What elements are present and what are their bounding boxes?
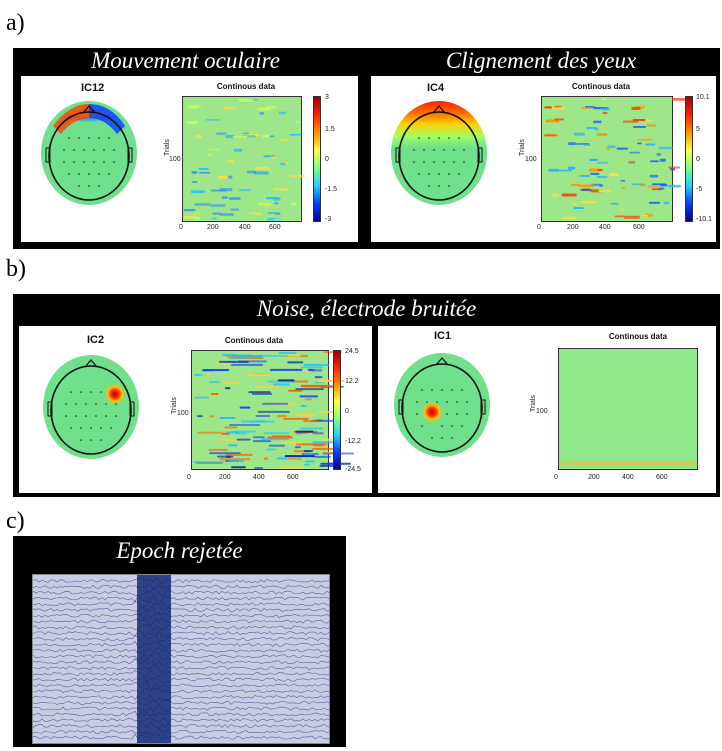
scalp-map — [394, 353, 490, 457]
eye-movement-card: IC12 Continous da — [21, 76, 358, 242]
x-tick-0: 0 — [179, 224, 183, 231]
cbar-tick-high: 12.2 — [345, 378, 359, 385]
section-a-panel: Mouvement oculaire Clignement des yeux I… — [13, 48, 720, 249]
cbar-tick-min: -3 — [325, 216, 332, 223]
x-tick-200: 200 — [207, 224, 219, 231]
rejected-epoch-plot — [32, 574, 330, 744]
electrode-dots — [65, 391, 117, 441]
plot-title: Continous data — [224, 336, 284, 345]
component-label: IC4 — [427, 82, 445, 94]
blink-card: IC4 Continous data Tria — [371, 76, 716, 242]
y-axis-label: Trials — [519, 139, 526, 156]
heatmap — [191, 350, 354, 470]
noise-right-card: IC1 Continous data Trials — [378, 326, 716, 493]
section-a-label: a) — [6, 10, 25, 36]
scalp-map — [41, 101, 137, 205]
heatmap — [541, 96, 687, 222]
plot-title: Continous data — [608, 332, 668, 341]
section-b-label: b) — [6, 256, 26, 282]
cbar-tick-zero: 0 — [696, 156, 700, 163]
scalp-map — [391, 101, 487, 205]
x-tick-0: 0 — [187, 474, 191, 481]
x-tick-400: 400 — [253, 474, 265, 481]
cbar-tick-max: 3 — [325, 94, 329, 101]
section-c-label: c) — [6, 508, 25, 534]
cbar-tick-min: -24.5 — [345, 466, 361, 473]
colorbar — [313, 96, 321, 222]
x-tick-0: 0 — [537, 224, 541, 231]
y-tick: 100 — [177, 410, 189, 417]
cbar-tick-low: -12.2 — [345, 438, 361, 445]
x-tick-200: 200 — [588, 474, 600, 481]
component-label: IC2 — [87, 334, 105, 346]
cbar-tick-max: 10.1 — [696, 94, 710, 101]
cbar-tick-max: 24.5 — [345, 348, 359, 355]
cbar-tick-low: -1.5 — [325, 186, 338, 193]
y-tick: 100 — [536, 408, 548, 415]
x-tick-600: 600 — [656, 474, 668, 481]
noise-title: Noise, électrode bruitée — [256, 296, 477, 321]
eye-movement-title: Mouvement oculaire — [91, 48, 280, 73]
x-tick-400: 400 — [599, 224, 611, 231]
plot-title: Continous data — [571, 82, 631, 91]
cbar-tick-zero: 0 — [325, 156, 329, 163]
cbar-tick-high: 1.5 — [325, 126, 335, 133]
cbar-tick-low: -5 — [696, 186, 703, 193]
component-label: IC1 — [434, 330, 452, 342]
cbar-tick-zero: 0 — [345, 408, 349, 415]
x-tick-400: 400 — [239, 224, 251, 231]
heatmap — [558, 348, 698, 470]
colorbar — [333, 350, 341, 470]
eeg-traces — [33, 575, 329, 743]
section-c-panel: Epoch rejetée — [13, 536, 346, 747]
epoch-title: Epoch rejetée — [116, 538, 243, 563]
x-tick-600: 600 — [269, 224, 281, 231]
cbar-tick-high: 5 — [696, 126, 700, 133]
electrode-dots — [413, 137, 465, 187]
y-tick: 100 — [525, 156, 537, 163]
x-tick-400: 400 — [622, 474, 634, 481]
x-tick-200: 200 — [567, 224, 579, 231]
component-label: IC12 — [81, 82, 105, 94]
electrode-dots — [416, 389, 468, 439]
heatmap — [182, 96, 306, 222]
colorbar — [685, 96, 693, 222]
scalp-map — [43, 355, 139, 459]
cbar-tick-min: -10.1 — [696, 216, 712, 223]
electrode-dots — [63, 137, 115, 187]
noise-left-card: IC2 Continous data Trials — [19, 326, 372, 493]
x-tick-600: 600 — [633, 224, 645, 231]
x-tick-600: 600 — [287, 474, 299, 481]
y-axis-label: Trials — [164, 139, 171, 156]
blink-title: Clignement des yeux — [445, 48, 637, 73]
x-tick-0: 0 — [554, 474, 558, 481]
plot-title: Continous data — [216, 82, 276, 91]
section-b-panel: Noise, électrode bruitée IC2 — [13, 294, 720, 497]
y-tick: 100 — [169, 156, 181, 163]
x-tick-200: 200 — [219, 474, 231, 481]
